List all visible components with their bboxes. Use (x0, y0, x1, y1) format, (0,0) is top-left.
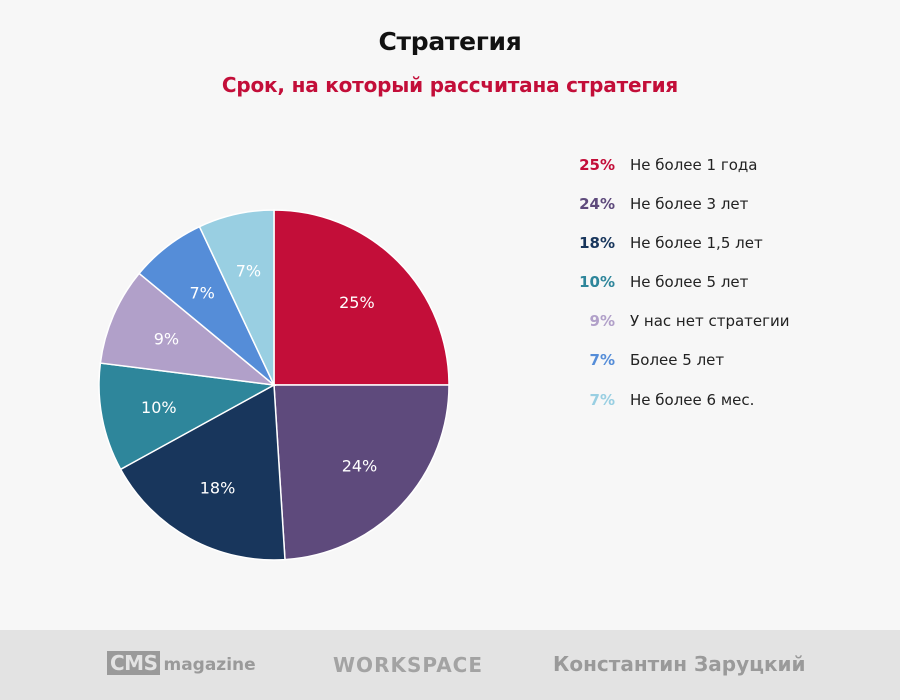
legend-label: Не более 6 мес. (630, 390, 755, 409)
slice-data-label: 10% (141, 398, 177, 417)
legend-label: Не более 1,5 лет (630, 234, 763, 253)
pie-slice (98, 362, 277, 471)
legend-percent: 10% (579, 273, 615, 292)
legend-label: Не более 3 лет (630, 195, 749, 214)
legend-item: 9% У нас нет стратегии (560, 309, 790, 348)
pie-slice (273, 209, 450, 386)
cms-logo-box: CMS (107, 651, 161, 675)
legend-percent: 18% (579, 234, 615, 253)
legend-percent: 9% (589, 312, 615, 331)
cms-magazine-logo: CMS magazine (107, 651, 256, 675)
footer: CMS magazine WORKSPACE Константин Заруцк… (0, 630, 900, 700)
legend-item: 7% Более 5 лет (560, 348, 790, 387)
slice-data-label: 25% (339, 293, 375, 312)
legend-percent: 7% (589, 390, 615, 409)
slice-data-label: 24% (342, 456, 378, 475)
cms-logo-suffix: magazine (163, 655, 256, 675)
legend-percent: 7% (589, 351, 615, 370)
legend-item: 10% Не более 5 лет (560, 270, 790, 309)
legend: 25% Не более 1 года 24% Не более 3 лет 18% Не… (560, 153, 790, 427)
legend-percent: 25% (579, 156, 615, 174)
legend-label: Не более 1 года (630, 156, 758, 174)
legend-percent: 24% (579, 195, 615, 214)
legend-label: У нас нет стратегии (630, 312, 790, 331)
chart-title: Стратегия (378, 27, 522, 56)
slice-data-label: 7% (189, 283, 214, 302)
pie-slice (198, 209, 275, 386)
legend-label: Более 5 лет (630, 351, 725, 370)
pie-chart: 25% 24% 18% 10% 9% 7% 7% (98, 209, 450, 561)
slice-data-label: 18% (200, 479, 236, 498)
slice-data-label: 9% (154, 329, 179, 348)
legend-item: 24% Не более 3 лет (560, 192, 790, 231)
workspace-logo: WORKSPACE (333, 653, 484, 677)
legend-item: 7% Не более 6 мес. (560, 388, 790, 427)
legend-item: 18% Не более 1,5 лет (560, 231, 790, 270)
chart-subtitle: Срок, на который рассчитана стратегия (221, 73, 679, 97)
legend-item: 25% Не более 1 года (560, 153, 790, 192)
pie-slice (119, 383, 286, 561)
pie-slice (273, 384, 450, 561)
slice-data-label: 7% (236, 262, 261, 281)
pie-slice (99, 272, 277, 387)
legend-label: Не более 5 лет (630, 273, 749, 292)
author-name: Константин Заруцкий (553, 652, 806, 676)
